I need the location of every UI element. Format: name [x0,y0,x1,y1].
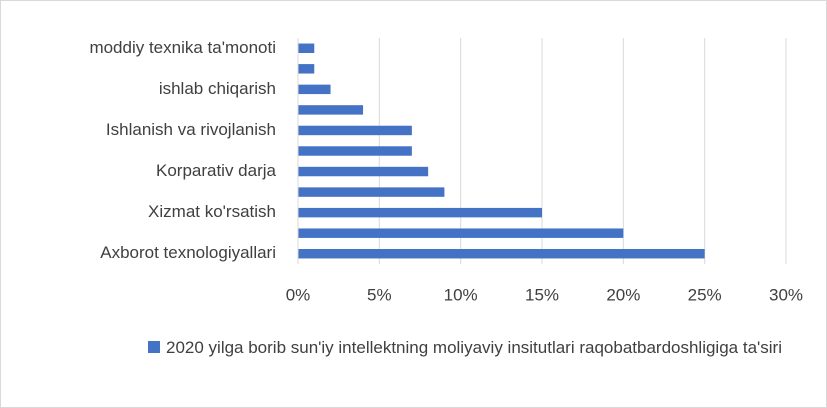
bar [298,207,542,218]
legend-swatch [148,341,160,353]
x-tick-label: 0% [286,285,311,304]
bar [298,249,705,259]
bar [298,166,429,177]
y-tick-label: moddiy texnika ta'monoti [89,38,276,57]
bar [298,84,331,95]
x-tick-label: 5% [367,285,392,304]
x-tick-label: 30% [769,285,803,304]
bar [298,64,315,74]
bar [298,105,364,115]
x-tick-label: 20% [606,285,640,304]
bar [298,146,412,156]
y-tick-label: Korparativ darja [156,161,277,180]
y-tick-label: Axborot texnologiyallari [100,243,276,262]
y-tick-label: ishlab chiqarish [159,79,276,98]
y-tick-label: Xizmat ko'rsatish [148,202,276,221]
x-tick-label: 25% [688,285,722,304]
y-tick-label: Ishlanish va rivojlanish [106,120,276,139]
bar [298,125,412,136]
bar [298,43,315,53]
x-tick-label: 10% [444,285,478,304]
legend-label: 2020 yilga borib sun'iy intellektning mo… [166,338,782,357]
bar [298,187,445,197]
x-tick-label: 15% [525,285,559,304]
legend: 2020 yilga borib sun'iy intellektning mo… [148,333,788,363]
bar [298,228,624,238]
